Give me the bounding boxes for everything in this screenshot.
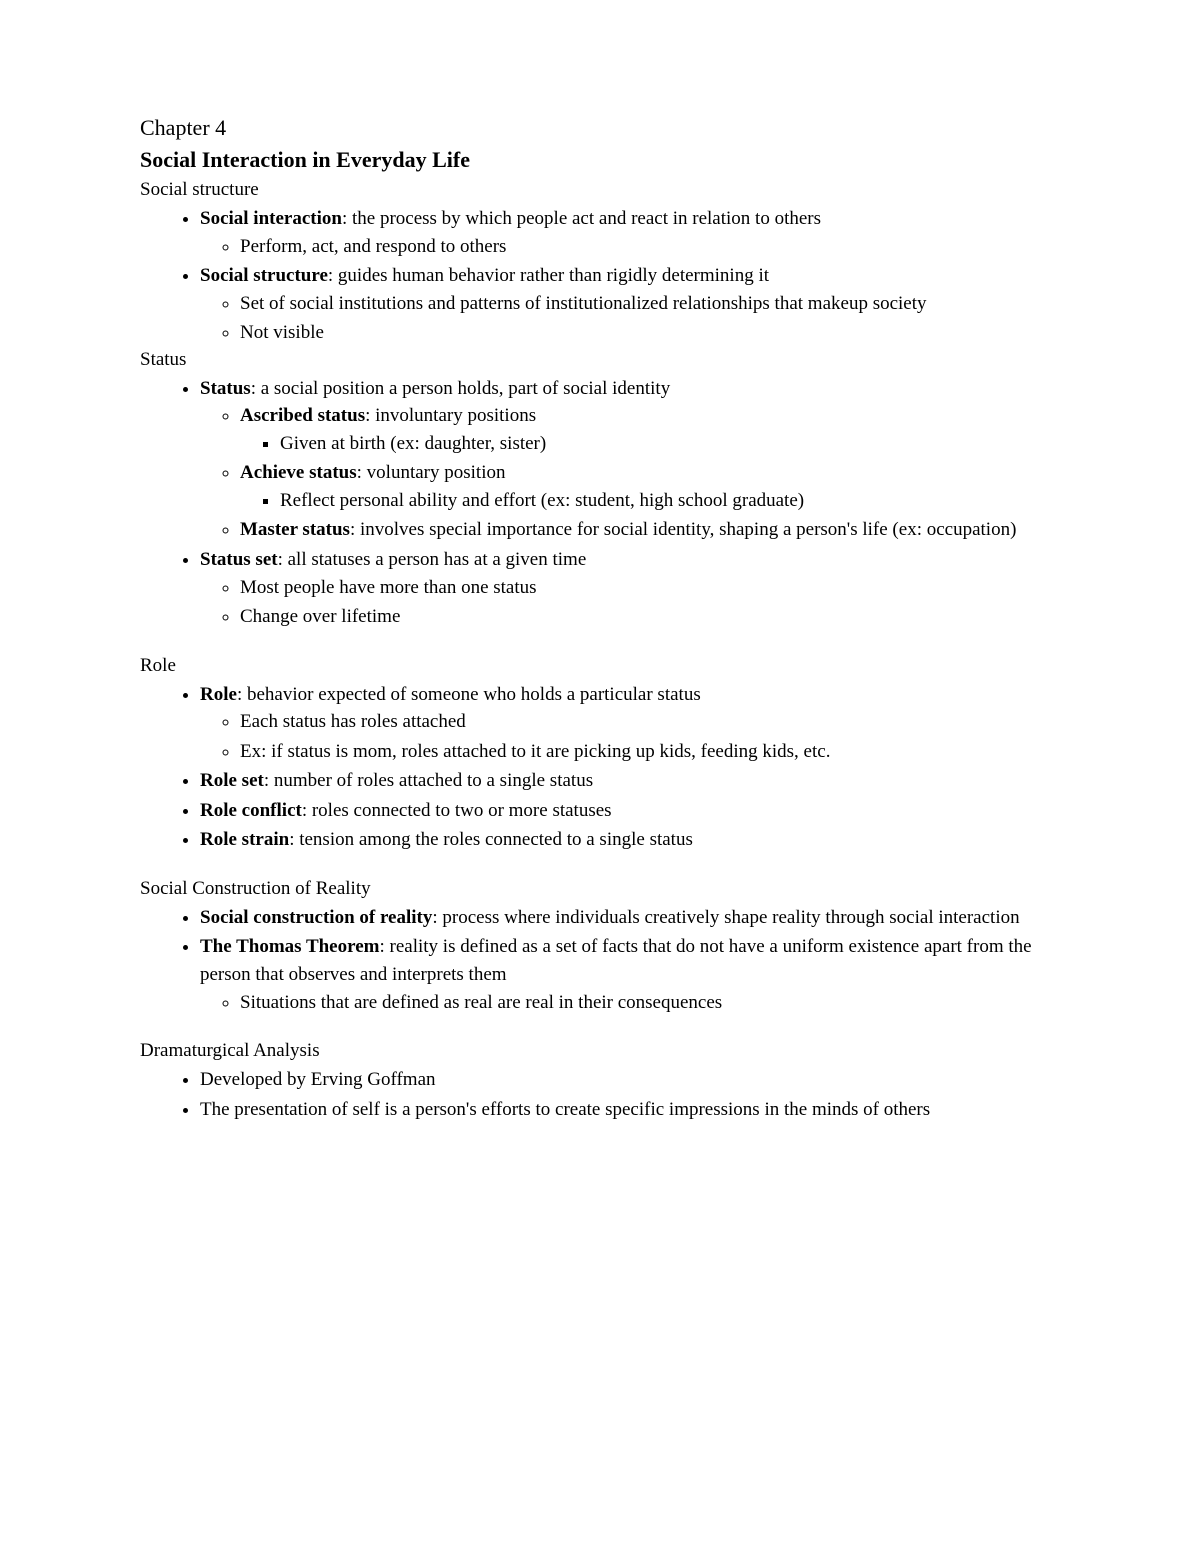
- definition-text: : tension among the roles connected to a…: [289, 829, 693, 850]
- list-item: Social structure: guides human behavior …: [200, 262, 1060, 347]
- section-heading: Social structure: [140, 179, 1060, 201]
- term: Achieve status: [240, 462, 357, 483]
- list-item: Master status: involves special importan…: [240, 516, 1060, 544]
- spacer: [140, 856, 1060, 878]
- term: The Thomas Theorem: [200, 936, 379, 957]
- list-item: Set of social institutions and patterns …: [240, 290, 1060, 318]
- term: Role strain: [200, 829, 289, 850]
- list-item: Status set: all statuses a person has at…: [200, 546, 1060, 631]
- term: Status set: [200, 549, 278, 570]
- chapter-heading: Chapter 4: [140, 115, 1060, 141]
- list-item: Role conflict: roles connected to two or…: [200, 797, 1060, 825]
- definition-text: : involuntary positions: [365, 405, 536, 426]
- section-heading: Social Construction of Reality: [140, 878, 1060, 900]
- term: Social construction of reality: [200, 907, 432, 928]
- definition-text: : number of roles attached to a single s…: [264, 770, 593, 791]
- definition-text: : roles connected to two or more statuse…: [302, 800, 612, 821]
- list-item: Role: behavior expected of someone who h…: [200, 681, 1060, 766]
- sub-list: Set of social institutions and patterns …: [200, 290, 1060, 347]
- list-item: Perform, act, and respond to others: [240, 233, 1060, 261]
- term: Ascribed status: [240, 405, 365, 426]
- list-item: Social construction of reality: process …: [200, 904, 1060, 932]
- definition-text: : a social position a person holds, part…: [251, 378, 671, 399]
- bullet-list: Developed by Erving Goffman The presenta…: [140, 1066, 1060, 1123]
- sub-sub-list: Given at birth (ex: daughter, sister): [240, 430, 1060, 458]
- bullet-list: Status: a social position a person holds…: [140, 375, 1060, 631]
- term: Role set: [200, 770, 264, 791]
- sub-sub-list: Reflect personal ability and effort (ex:…: [240, 487, 1060, 515]
- sub-list: Perform, act, and respond to others: [200, 233, 1060, 261]
- spacer: [140, 633, 1060, 655]
- list-item: Role strain: tension among the roles con…: [200, 826, 1060, 854]
- term: Social interaction: [200, 208, 342, 229]
- definition-text: : guides human behavior rather than rigi…: [328, 265, 769, 286]
- list-item: Developed by Erving Goffman: [200, 1066, 1060, 1094]
- list-item: Most people have more than one status: [240, 574, 1060, 602]
- document-page: Chapter 4 Social Interaction in Everyday…: [0, 0, 1200, 1553]
- list-item: Achieve status: voluntary position Refle…: [240, 459, 1060, 514]
- section-heading: Dramaturgical Analysis: [140, 1040, 1060, 1062]
- list-item: Change over lifetime: [240, 603, 1060, 631]
- list-item: Ex: if status is mom, roles attached to …: [240, 738, 1060, 766]
- bullet-list: Role: behavior expected of someone who h…: [140, 681, 1060, 854]
- list-item: Status: a social position a person holds…: [200, 375, 1060, 544]
- sub-list: Each status has roles attached Ex: if st…: [200, 708, 1060, 765]
- list-item: Role set: number of roles attached to a …: [200, 767, 1060, 795]
- bullet-list: Social construction of reality: process …: [140, 904, 1060, 1016]
- section-heading: Role: [140, 655, 1060, 677]
- term: Master status: [240, 519, 350, 540]
- definition-text: : behavior expected of someone who holds…: [237, 684, 701, 705]
- spacer: [140, 1018, 1060, 1040]
- list-item: Not visible: [240, 319, 1060, 347]
- sub-list: Situations that are defined as real are …: [200, 989, 1060, 1017]
- section-heading: Status: [140, 349, 1060, 371]
- definition-text: : process where individuals creatively s…: [432, 907, 1019, 928]
- definition-text: : the process by which people act and re…: [342, 208, 821, 229]
- list-item: Social interaction: the process by which…: [200, 205, 1060, 260]
- list-item: Reflect personal ability and effort (ex:…: [280, 487, 1060, 515]
- term: Role conflict: [200, 800, 302, 821]
- sub-list: Most people have more than one status Ch…: [200, 574, 1060, 631]
- definition-text: : voluntary position: [357, 462, 506, 483]
- list-item: Each status has roles attached: [240, 708, 1060, 736]
- sub-list: Ascribed status: involuntary positions G…: [200, 402, 1060, 544]
- title-heading: Social Interaction in Everyday Life: [140, 147, 1060, 173]
- term: Role: [200, 684, 237, 705]
- list-item: Situations that are defined as real are …: [240, 989, 1060, 1017]
- definition-text: : all statuses a person has at a given t…: [278, 549, 587, 570]
- bullet-list: Social interaction: the process by which…: [140, 205, 1060, 347]
- list-item: The presentation of self is a person's e…: [200, 1096, 1060, 1124]
- term: Status: [200, 378, 251, 399]
- list-item: Ascribed status: involuntary positions G…: [240, 402, 1060, 457]
- definition-text: : involves special importance for social…: [350, 519, 1016, 540]
- term: Social structure: [200, 265, 328, 286]
- list-item: The Thomas Theorem: reality is defined a…: [200, 933, 1060, 1016]
- list-item: Given at birth (ex: daughter, sister): [280, 430, 1060, 458]
